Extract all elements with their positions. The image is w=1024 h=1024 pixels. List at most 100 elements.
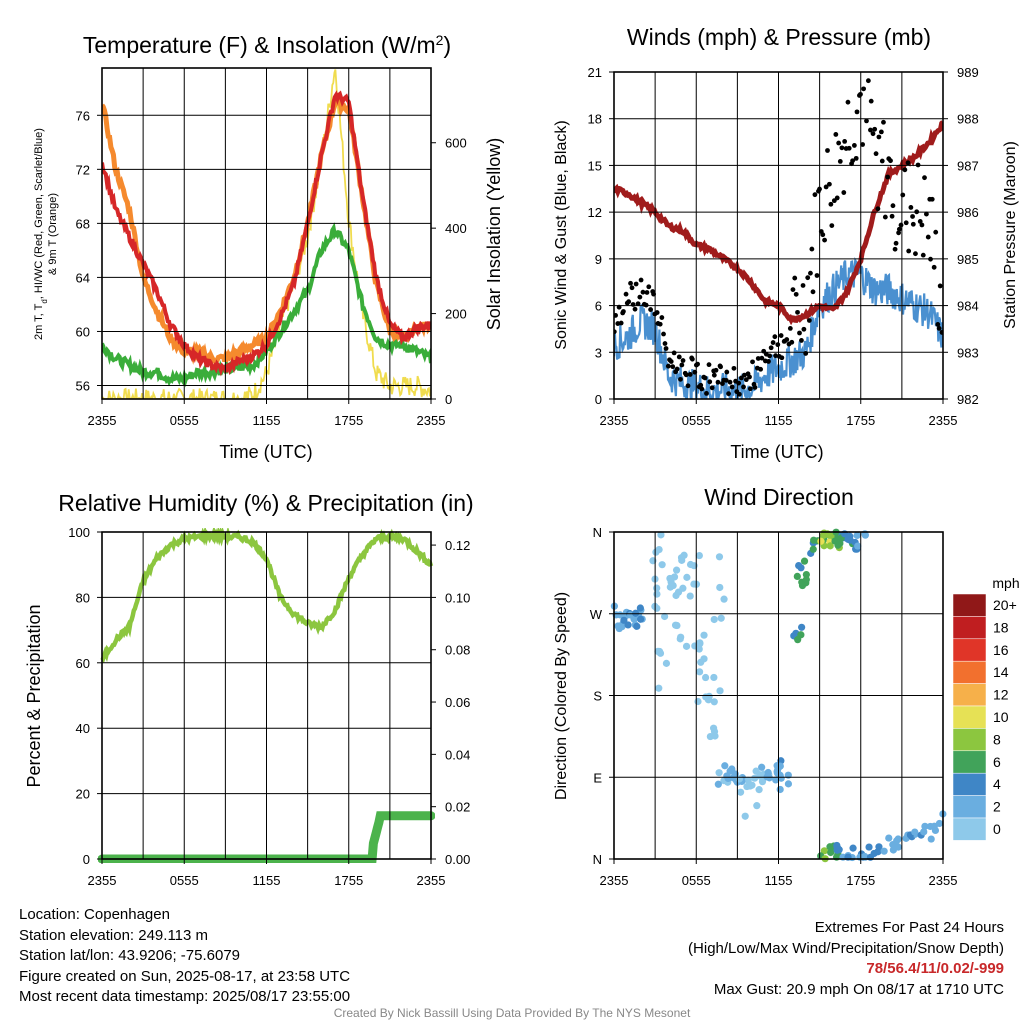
gust-point <box>931 264 937 270</box>
direction-point <box>710 698 718 706</box>
gust-point <box>633 281 639 287</box>
direction-point <box>700 631 708 639</box>
humidity-xtick-label: 2355 <box>88 873 117 888</box>
direction-point <box>654 647 662 656</box>
gust-point <box>629 285 635 291</box>
gust-point <box>787 325 793 331</box>
winds-plot-border <box>613 71 944 400</box>
legend-swatch <box>952 750 987 774</box>
temperature-y2label: Solar Insolation (Yellow) <box>484 138 504 330</box>
direction-point <box>655 545 663 554</box>
gust-point <box>829 223 835 228</box>
humidity-y2tick-label: 0.04 <box>445 747 470 762</box>
gust-point <box>750 359 755 365</box>
legend-swatch <box>952 593 987 617</box>
gust-point <box>828 201 834 207</box>
direction-point <box>662 659 671 667</box>
direction-point <box>721 762 729 770</box>
gust-point <box>678 376 683 382</box>
gust-point <box>860 142 866 147</box>
gust-point <box>825 148 830 153</box>
elevation-text: Station elevation: 249.113 m <box>19 926 209 944</box>
extremes-subtitle: (High/Low/Max Wind/Precipitation/Snow De… <box>688 939 1004 957</box>
winds-xtick-label: 2355 <box>929 413 958 428</box>
direction-point <box>875 843 883 851</box>
temperature-axes: 56 60 64 68 72 76 0 200 400 600 2355 0555 1155 1755 23… <box>76 67 467 428</box>
direction-point <box>765 774 774 782</box>
direction-point <box>682 642 691 650</box>
gust-point <box>699 386 705 392</box>
direction-point <box>777 774 785 782</box>
direction-point <box>921 822 929 830</box>
gust-point <box>637 294 643 300</box>
gust-point <box>738 375 744 381</box>
winds-y2tick-label: 988 <box>957 112 979 127</box>
temperature-ytick-label: 56 <box>76 378 90 393</box>
gust-point <box>812 192 818 198</box>
gust-point <box>758 366 764 372</box>
direction-point <box>793 572 801 580</box>
gust-point <box>747 386 753 392</box>
gust-point <box>833 132 839 137</box>
direction-point <box>653 590 661 598</box>
direction-point <box>710 673 718 682</box>
gust-point <box>896 230 902 236</box>
humidity-xtick-label: 2355 <box>417 873 446 888</box>
legend-swatch <box>952 683 987 707</box>
winds-xtick-label: 1155 <box>765 413 793 428</box>
humidity-xtick-label: 0555 <box>170 873 199 888</box>
direction-point <box>704 696 713 704</box>
temperature-xtick-label: 2355 <box>417 413 446 428</box>
gust-point <box>654 310 660 315</box>
winds-xlabel: Time (UTC) <box>730 442 823 462</box>
gust-point <box>822 237 827 243</box>
gust-point <box>885 174 891 180</box>
gust-point <box>648 307 654 312</box>
winds-xtick-label: 0555 <box>682 413 711 428</box>
gust-point <box>784 337 790 342</box>
gust-point <box>646 284 652 290</box>
direction-point <box>844 535 852 543</box>
gust-point <box>868 98 874 104</box>
gust-point <box>790 287 796 292</box>
humidity-y2tick-label: 0.06 <box>445 695 470 710</box>
gust-point <box>630 302 636 307</box>
direction-point <box>755 786 763 794</box>
direction-point <box>677 554 686 562</box>
gust-point <box>864 118 869 124</box>
gust-point <box>718 364 723 370</box>
direction-ylabel: Direction (Colored By Speed) <box>553 592 570 800</box>
temperature-ytick-label: 60 <box>76 324 90 339</box>
direction-point <box>772 776 780 784</box>
temperature-panel: Temperature (F) & Insolation (W/m2) Time… <box>33 32 504 462</box>
direction-point <box>716 687 724 695</box>
gust-point <box>670 364 676 370</box>
temperature-ylabel-line2: & 9m T (Orange) <box>47 193 59 275</box>
winds-ytick-label: 18 <box>588 112 602 127</box>
legend-label: 20+ <box>993 597 1017 613</box>
gust-point <box>836 140 842 146</box>
direction-point <box>666 574 674 583</box>
humidity-axes: 0 20 40 60 80 100 0.00 0.02 0.04 0.06 0.08 0.10 0.12… <box>68 525 470 888</box>
direction-point <box>710 615 718 624</box>
gust-point <box>872 126 878 132</box>
gust-point <box>723 377 729 383</box>
direction-point <box>826 542 834 550</box>
direction-point <box>679 584 687 592</box>
temperature-ytick-label: 72 <box>76 162 90 177</box>
gust-point <box>674 366 680 372</box>
max-gust-text: Max Gust: 20.9 mph On 08/17 at 1710 UTC <box>713 980 1004 998</box>
gust-point <box>834 195 840 201</box>
temperature-y2tick-label: 400 <box>445 221 467 236</box>
gust-point <box>850 158 856 164</box>
gust-point <box>665 363 671 369</box>
direction-panel: Wind Direction Direction (Colored By Spe… <box>553 484 1020 841</box>
direction-plot-border <box>613 531 944 860</box>
temperature-y2tick-label: 0 <box>445 392 452 407</box>
direction-point <box>677 633 685 641</box>
direction-point <box>833 846 841 854</box>
legend-label: 8 <box>993 731 1001 747</box>
direction-title: Wind Direction <box>704 484 854 510</box>
gust-point <box>865 78 871 84</box>
